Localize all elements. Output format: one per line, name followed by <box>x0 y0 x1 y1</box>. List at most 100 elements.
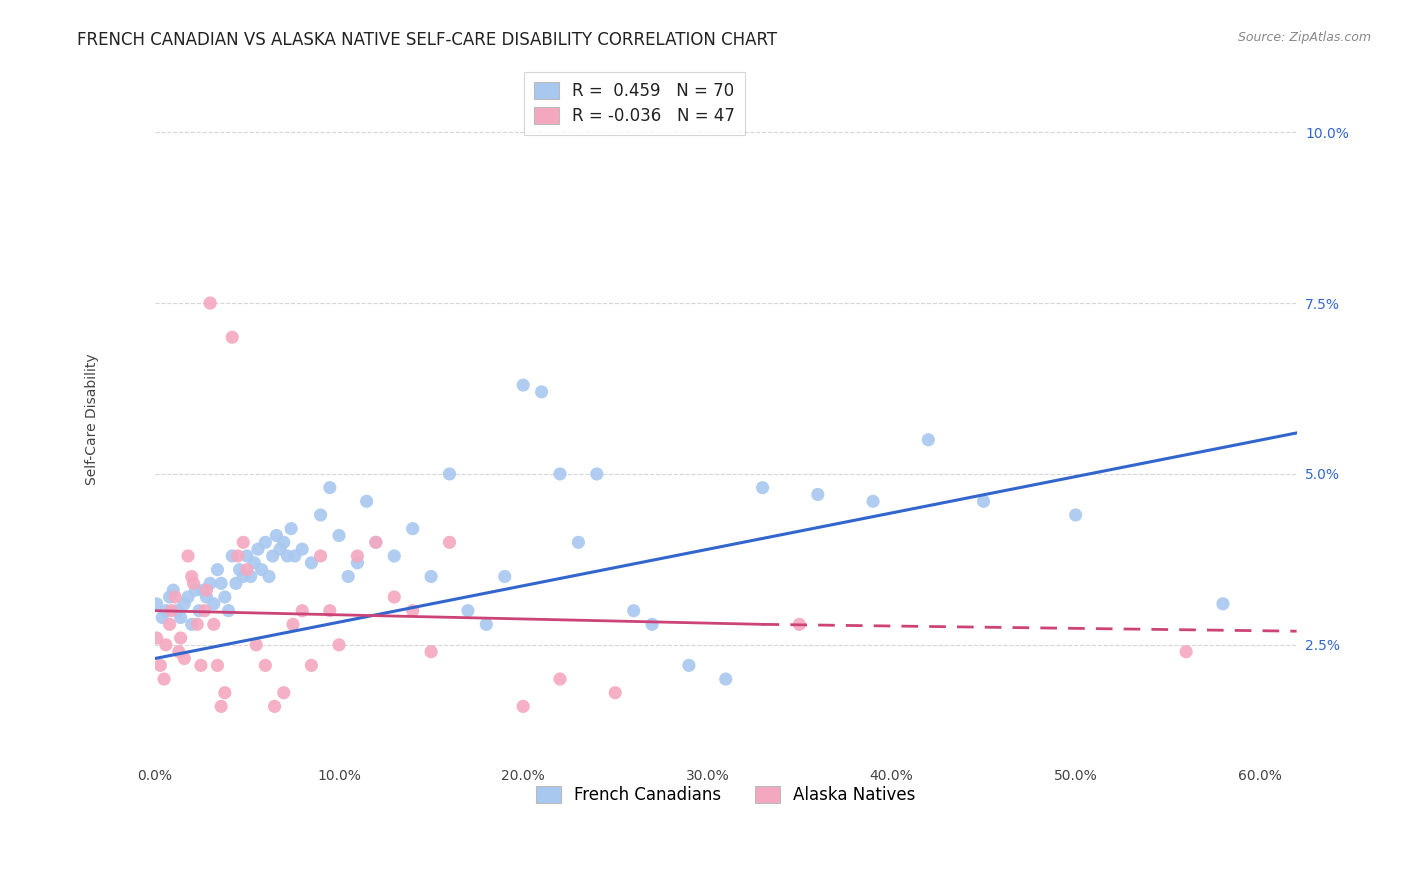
Point <box>319 604 342 618</box>
Point <box>1175 645 1198 659</box>
Point <box>228 563 250 577</box>
Point <box>153 672 176 686</box>
Point <box>180 617 202 632</box>
Point <box>402 604 425 618</box>
Point <box>155 604 177 618</box>
Point <box>457 604 479 618</box>
Point <box>254 658 277 673</box>
Point <box>281 617 304 632</box>
Point <box>173 651 195 665</box>
Point <box>319 481 342 495</box>
Point <box>207 658 229 673</box>
Point <box>862 494 884 508</box>
Point <box>180 569 202 583</box>
Point <box>149 658 172 673</box>
Point <box>232 535 254 549</box>
Point <box>512 699 534 714</box>
Point <box>257 569 280 583</box>
Point <box>346 556 368 570</box>
Point <box>439 467 461 481</box>
Point <box>245 638 267 652</box>
Point <box>226 549 249 563</box>
Point <box>284 549 307 563</box>
Point <box>973 494 995 508</box>
Point <box>263 699 285 714</box>
Point <box>243 556 266 570</box>
Point <box>173 597 195 611</box>
Point <box>328 528 350 542</box>
Point <box>328 638 350 652</box>
Point <box>299 556 322 570</box>
Point <box>207 563 229 577</box>
Point <box>239 569 262 583</box>
Point <box>167 645 190 659</box>
Point <box>917 433 939 447</box>
Point <box>202 597 225 611</box>
Point <box>221 549 243 563</box>
Point <box>150 610 173 624</box>
Y-axis label: Self-Care Disability: Self-Care Disability <box>86 353 100 485</box>
Point <box>250 563 273 577</box>
Point <box>530 384 553 399</box>
Point <box>169 610 191 624</box>
Point <box>276 549 298 563</box>
Point <box>169 631 191 645</box>
Point <box>567 535 589 549</box>
Point <box>214 590 236 604</box>
Point <box>236 563 259 577</box>
Point <box>714 672 737 686</box>
Point <box>273 686 295 700</box>
Point <box>166 604 188 618</box>
Point <box>439 535 461 549</box>
Point <box>402 522 425 536</box>
Point <box>420 645 443 659</box>
Point <box>280 522 302 536</box>
Point <box>190 658 212 673</box>
Point <box>254 535 277 549</box>
Point <box>605 686 627 700</box>
Point <box>548 672 571 686</box>
Text: FRENCH CANADIAN VS ALASKA NATIVE SELF-CARE DISABILITY CORRELATION CHART: FRENCH CANADIAN VS ALASKA NATIVE SELF-CA… <box>77 31 778 49</box>
Point <box>266 528 288 542</box>
Point <box>512 378 534 392</box>
Point <box>309 508 332 522</box>
Point <box>382 590 405 604</box>
Point <box>623 604 645 618</box>
Point <box>356 494 378 508</box>
Legend: French Canadians, Alaska Natives: French Canadians, Alaska Natives <box>526 776 925 814</box>
Point <box>678 658 700 673</box>
Point <box>1064 508 1087 522</box>
Point <box>751 481 773 495</box>
Point <box>1212 597 1234 611</box>
Point <box>145 631 167 645</box>
Point <box>364 535 387 549</box>
Point <box>232 569 254 583</box>
Point <box>194 604 217 618</box>
Point <box>221 330 243 344</box>
Point <box>177 549 200 563</box>
Point <box>145 597 167 611</box>
Point <box>273 535 295 549</box>
Point <box>246 542 269 557</box>
Point <box>789 617 811 632</box>
Point <box>195 590 218 604</box>
Point <box>262 549 284 563</box>
Point <box>364 535 387 549</box>
Point <box>337 569 360 583</box>
Point <box>165 590 187 604</box>
Point <box>188 604 211 618</box>
Point <box>236 549 259 563</box>
Text: Source: ZipAtlas.com: Source: ZipAtlas.com <box>1237 31 1371 45</box>
Point <box>291 604 314 618</box>
Point <box>548 467 571 481</box>
Point <box>309 549 332 563</box>
Point <box>225 576 247 591</box>
Point <box>209 576 232 591</box>
Point <box>202 617 225 632</box>
Point <box>269 542 291 557</box>
Point <box>585 467 607 481</box>
Point <box>214 686 236 700</box>
Point <box>177 590 200 604</box>
Point <box>184 583 207 598</box>
Point <box>159 590 181 604</box>
